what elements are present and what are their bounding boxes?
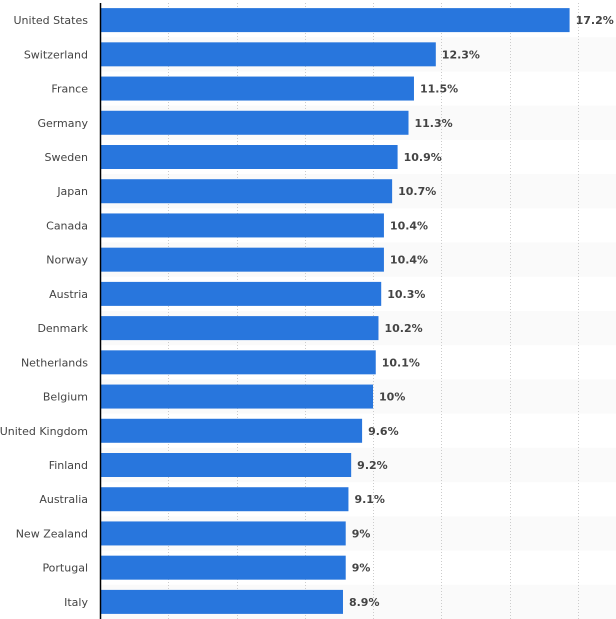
- category-label: United Kingdom: [0, 425, 88, 438]
- category-label: Canada: [46, 219, 88, 232]
- value-label: 17.2%: [576, 14, 614, 27]
- value-label: 10.2%: [384, 322, 422, 335]
- bar[interactable]: [100, 247, 384, 272]
- bar[interactable]: [100, 179, 393, 204]
- bar[interactable]: [100, 453, 352, 477]
- value-label: 9.1%: [354, 493, 385, 506]
- category-labels: United States Switzerland France Germany Swe…: [0, 14, 89, 609]
- bar[interactable]: [100, 316, 379, 341]
- category-label: Portugal: [42, 562, 88, 575]
- bar[interactable]: [100, 521, 346, 546]
- category-label: Germany: [37, 117, 88, 130]
- category-label: Japan: [56, 185, 88, 198]
- bar[interactable]: [100, 555, 346, 580]
- value-label: 9.2%: [357, 459, 388, 472]
- value-label: 10.4%: [390, 219, 428, 232]
- value-label: 8.9%: [349, 596, 380, 609]
- category-label: New Zealand: [16, 527, 88, 540]
- value-label: 10%: [379, 391, 405, 404]
- value-label: 10.4%: [390, 254, 428, 267]
- bar[interactable]: [100, 487, 349, 512]
- value-label: 12.3%: [442, 48, 480, 61]
- bar[interactable]: [100, 350, 376, 375]
- category-label: Netherlands: [21, 356, 88, 369]
- bar[interactable]: [100, 281, 382, 306]
- bar[interactable]: [100, 418, 363, 443]
- category-label: Sweden: [45, 151, 88, 164]
- bar[interactable]: [100, 76, 414, 101]
- bar[interactable]: [100, 589, 343, 614]
- bar[interactable]: [100, 42, 436, 67]
- value-label: 11.3%: [415, 117, 453, 130]
- value-label: 9%: [352, 527, 371, 540]
- category-label: United States: [14, 14, 89, 27]
- bar[interactable]: [100, 110, 409, 135]
- bar[interactable]: [100, 8, 570, 33]
- bars: [100, 8, 570, 614]
- category-label: Denmark: [37, 322, 88, 335]
- bar[interactable]: [100, 384, 374, 409]
- value-labels: 17.2% 12.3% 11.5% 11.3% 10.9% 10.7% 10.4% 10.4%…: [349, 14, 614, 609]
- category-label: Finland: [49, 459, 88, 472]
- value-label: 10.9%: [404, 151, 442, 164]
- category-label: France: [51, 83, 88, 96]
- value-label: 9%: [352, 562, 371, 575]
- bar[interactable]: [100, 213, 384, 238]
- value-label: 11.5%: [420, 83, 458, 96]
- category-label: Belgium: [43, 391, 88, 404]
- category-label: Italy: [64, 596, 88, 609]
- category-label: Norway: [46, 254, 88, 267]
- value-label: 10.1%: [382, 356, 420, 369]
- value-label: 10.3%: [387, 288, 425, 301]
- value-label: 9.6%: [368, 425, 399, 438]
- category-label: Austria: [49, 288, 88, 301]
- category-label: Switzerland: [24, 48, 88, 61]
- value-label: 10.7%: [398, 185, 436, 198]
- category-label: Australia: [39, 493, 88, 506]
- bar[interactable]: [100, 145, 398, 169]
- gridlines: [168, 3, 579, 619]
